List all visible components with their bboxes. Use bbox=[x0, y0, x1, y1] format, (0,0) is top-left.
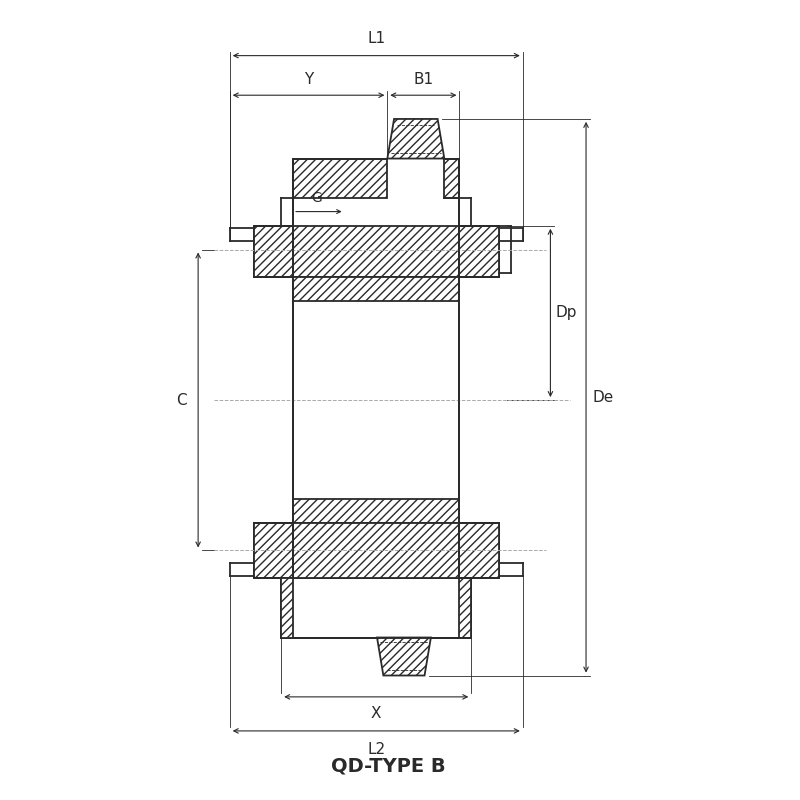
Text: G: G bbox=[311, 191, 322, 206]
Polygon shape bbox=[254, 226, 293, 278]
Polygon shape bbox=[293, 226, 459, 278]
Polygon shape bbox=[293, 499, 459, 522]
Polygon shape bbox=[387, 119, 444, 158]
Text: L2: L2 bbox=[367, 742, 386, 757]
Polygon shape bbox=[282, 578, 471, 638]
Text: C: C bbox=[176, 393, 186, 407]
Polygon shape bbox=[282, 578, 293, 638]
Text: B1: B1 bbox=[414, 72, 434, 87]
Polygon shape bbox=[293, 158, 387, 198]
Text: QD-TYPE B: QD-TYPE B bbox=[331, 756, 446, 775]
Polygon shape bbox=[444, 158, 459, 198]
Polygon shape bbox=[459, 522, 499, 578]
Polygon shape bbox=[459, 226, 499, 278]
Text: X: X bbox=[371, 706, 382, 722]
Text: Y: Y bbox=[304, 72, 313, 87]
Polygon shape bbox=[293, 278, 459, 301]
Text: De: De bbox=[592, 390, 614, 405]
Text: Dp: Dp bbox=[556, 306, 578, 321]
Polygon shape bbox=[293, 522, 459, 578]
Polygon shape bbox=[254, 522, 293, 578]
Text: L1: L1 bbox=[367, 31, 386, 46]
Polygon shape bbox=[459, 578, 471, 638]
Polygon shape bbox=[377, 638, 431, 675]
